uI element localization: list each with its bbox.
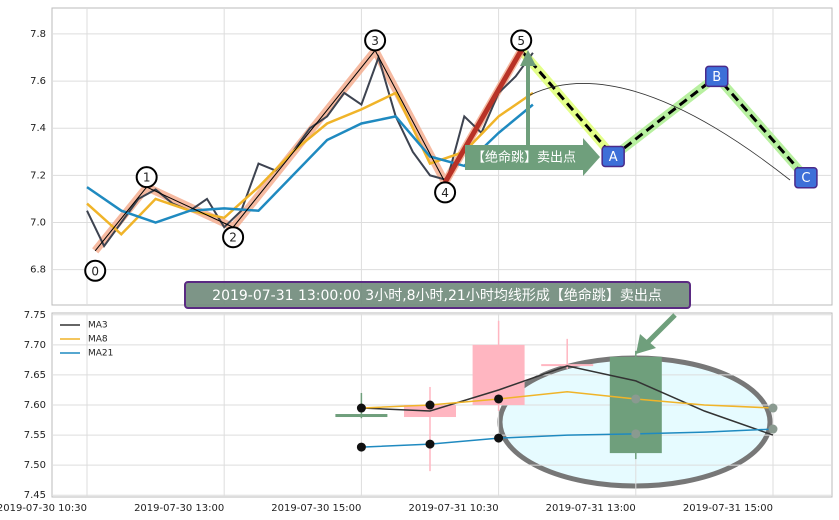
y-tick-label: 7.50 [24,460,46,471]
candle-body [335,414,388,418]
annotation-arrow [583,138,600,176]
candle-body [609,356,662,454]
projection-point [601,145,625,168]
legend-label: MA21 [88,349,113,359]
arrow-down-head [636,334,656,354]
legend-label: MA8 [88,335,108,345]
ma-point [425,400,435,410]
ma-point [768,424,778,434]
ma-point [494,394,504,404]
banner: 2019-07-31 13:00:00 3小时,8小时,21小时均线形成【绝命跳… [212,287,662,304]
ma-point [356,442,366,452]
x-tick-label: 2019-07-30 13:00 [134,503,224,514]
ma-point [631,429,641,439]
x-tick-label: 2019-07-30 15:00 [271,503,361,514]
projection-link [520,49,615,158]
y-tick-label: 7.55 [24,430,46,441]
pattern-point [510,29,533,52]
ma-line [361,365,774,436]
projection-label: C [801,171,810,186]
y-tick-label: 7.6 [30,76,46,87]
pattern-point [222,226,245,249]
y-tick-label: 7.45 [24,490,46,501]
pattern-label: 4 [441,186,449,200]
series-line [86,103,534,224]
annotation-box [465,145,583,170]
projection-label: A [609,150,618,165]
projection-bg [610,70,810,181]
candle-body [541,364,594,367]
top-frame [51,7,833,306]
series-line [86,91,534,237]
annotation: 【绝命跳】卖出点 [472,150,576,166]
arrow-head [520,50,536,66]
pattern-point [434,181,457,204]
legend-label: MA3 [88,321,108,331]
pattern-label: 3 [371,34,379,48]
y-tick-label: 7.70 [24,340,46,351]
pattern-label: 1 [143,171,151,185]
arc [529,83,791,181]
y-tick-label: 7.65 [24,370,46,381]
pattern-label: 2 [229,231,237,245]
x-tick-label: 2019-07-31 13:00 [546,503,636,514]
pattern-label: 5 [517,34,525,48]
projection [612,74,808,179]
pattern-label: 0 [91,264,99,278]
x-tick-label: 2019-07-31 10:30 [408,503,498,514]
pattern-point [84,259,107,282]
pattern-point [364,29,387,52]
y-tick-label: 7.4 [30,123,46,134]
ma-point [425,439,435,449]
x-tick-label: 2019-07-30 10:30 [0,503,87,514]
last-leg [442,49,524,184]
banner-box [184,281,691,309]
y-tick-label: 6.8 [30,265,46,276]
projection-point [794,166,818,189]
ma-point [631,394,641,404]
ma-point [356,403,366,413]
ma-point [768,403,778,413]
y-tick-label: 7.60 [24,400,46,411]
arrow-down [646,313,677,344]
pattern-point [135,166,158,189]
ma-point [494,433,504,443]
y-tick-label: 7.2 [30,170,46,181]
projection-point [704,65,729,88]
y-tick-label: 7.8 [30,29,46,40]
y-tick-label: 7.75 [24,310,46,321]
y-tick-label: 7.0 [30,218,46,229]
projection-label: B [712,70,721,85]
x-tick-label: 2019-07-31 15:00 [683,503,773,514]
